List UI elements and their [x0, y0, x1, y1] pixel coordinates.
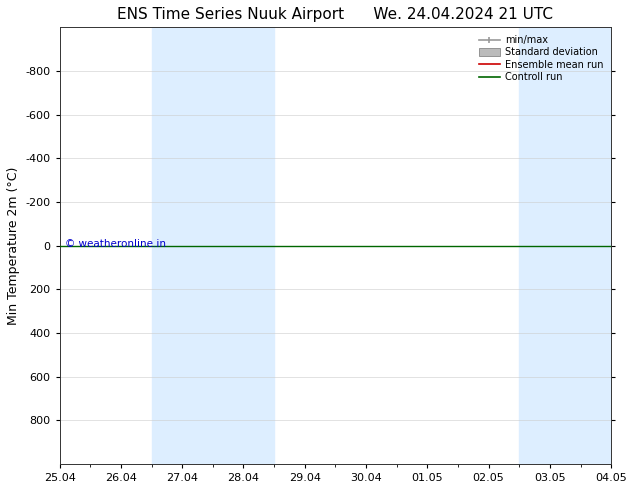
Bar — [519, 27, 634, 464]
Text: © weatheronline.in: © weatheronline.in — [65, 239, 166, 249]
Legend: min/max, Standard deviation, Ensemble mean run, Controll run: min/max, Standard deviation, Ensemble me… — [476, 32, 606, 85]
Y-axis label: Min Temperature 2m (°C): Min Temperature 2m (°C) — [7, 167, 20, 325]
Title: ENS Time Series Nuuk Airport      We. 24.04.2024 21 UTC: ENS Time Series Nuuk Airport We. 24.04.2… — [117, 7, 553, 22]
Bar — [152, 27, 274, 464]
